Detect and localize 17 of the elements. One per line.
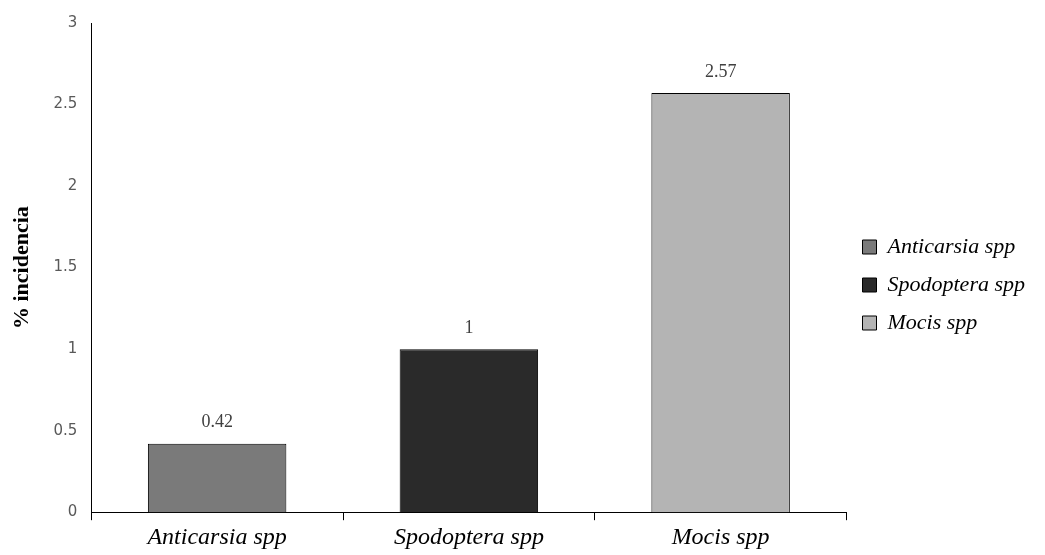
legend-label: Anticarsia spp	[885, 232, 1016, 258]
y-tick-label: 2	[67, 175, 78, 194]
legend-label: Spodoptera spp	[887, 270, 1025, 296]
x-tick-label: Anticarsia spp	[145, 522, 287, 549]
y-tick-label: 1.5	[53, 257, 78, 276]
data-label: 2.57	[704, 60, 737, 81]
legend-label: Mocis spp	[886, 308, 978, 334]
data-label: 0.42	[201, 411, 233, 432]
y-tick-label: 2.5	[53, 94, 78, 113]
y-tick-label: 1	[67, 339, 78, 358]
y-tick-label: 0	[67, 502, 78, 521]
data-label: 1	[464, 316, 474, 337]
y-tick-label: 0.5	[53, 420, 78, 439]
x-tick-label: Mocis spp	[670, 522, 770, 549]
y-tick-label: 3	[67, 12, 78, 31]
x-tick-label: Spodoptera spp	[393, 522, 544, 549]
y-axis-title: % incidencia	[7, 206, 33, 330]
